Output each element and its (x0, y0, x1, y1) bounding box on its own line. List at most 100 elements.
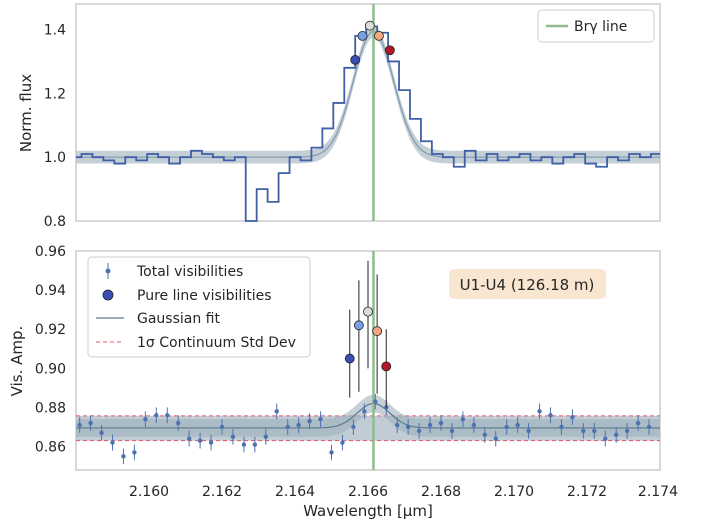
flux-step-line (76, 25, 660, 222)
total-vis-point (581, 428, 586, 434)
total-vis-point (263, 434, 268, 439)
total-vis-point (373, 399, 378, 404)
flux-marker (384, 45, 395, 56)
total-vis-point (449, 428, 455, 434)
flux-y-tick-label: 1.4 (44, 23, 66, 39)
flux-markers (350, 20, 395, 65)
flux-marker (357, 31, 368, 41)
vis-y-tick-label: 0.90 (35, 361, 66, 377)
legend-total-label: Total visibilities (136, 264, 243, 280)
total-vis-point (154, 413, 159, 418)
total-vis-point (296, 422, 301, 428)
vis-legend-box (87, 256, 311, 358)
total-vis-point (197, 438, 203, 443)
vis-x-label: Wavelength [μm] (303, 502, 433, 520)
total-vis-point (307, 418, 312, 424)
total-vis-point (559, 424, 564, 430)
total-vis-point (416, 428, 422, 434)
flux-y-tick-label: 1.2 (44, 86, 66, 102)
vis-y-tick-label: 0.86 (35, 440, 66, 456)
total-vis-point (526, 428, 531, 434)
pure-vis-point (353, 320, 364, 331)
total-vis-point (570, 415, 575, 420)
vis-x-ticks: 2.160 2.162 2.164 2.166 2.168 2.170 2.172 2.174 (129, 484, 678, 500)
vis-x-tick-label: 2.164 (275, 484, 315, 500)
vis-legend: Total visibilities Pure line visibilitie… (87, 256, 311, 358)
total-vis-point (165, 413, 170, 418)
pure-vis-point (381, 361, 392, 372)
total-vis-point (460, 416, 466, 422)
total-vis-point (241, 442, 247, 447)
total-vis-point (646, 424, 652, 430)
total-vis-point (99, 430, 104, 436)
vis-y-tick-label: 0.92 (35, 322, 66, 338)
total-vis-point (405, 424, 411, 430)
legend-pure-label: Pure line visibilities (137, 288, 272, 304)
total-vis-point (88, 420, 93, 426)
vis-y-ticks: 0.86 0.88 0.90 0.92 0.94 0.96 (35, 244, 66, 456)
vis-y-tick-label: 0.88 (35, 400, 66, 416)
total-vis-point (427, 422, 433, 428)
total-vis-point (351, 424, 356, 430)
legend-std-label: 1σ Continuum Std Dev (137, 335, 296, 351)
total-vis-point (504, 424, 509, 430)
vis-y-tick-label: 0.96 (35, 244, 66, 260)
vis-y-label: Vis. Amp. (8, 326, 26, 397)
pure-vis-point (344, 353, 355, 364)
total-vis-point (77, 422, 82, 428)
total-vis-point (230, 434, 236, 439)
legend-gauss-label: Gaussian fit (137, 311, 220, 327)
total-vis-point (493, 436, 498, 441)
legend-total-swatch (105, 268, 111, 274)
vis-x-tick-label: 2.170 (494, 484, 534, 500)
total-vis-point (395, 422, 400, 428)
total-vis-point (438, 420, 444, 426)
total-vis-point (624, 428, 630, 434)
flux-y-tick-label: 0.8 (44, 214, 66, 230)
flux-legend-box (537, 9, 655, 43)
vis-y-tick-label: 0.94 (35, 283, 66, 299)
vis-x-tick-label: 2.174 (638, 484, 678, 500)
total-vis-point (132, 450, 137, 455)
total-vis-point (537, 409, 542, 414)
flux-marker (364, 20, 375, 31)
flux-spectrum (76, 25, 660, 222)
total-vis-point (274, 409, 279, 414)
annotation-text: U1-U4 (126.18 m) (460, 276, 595, 294)
flux-legend: Brγ line (537, 9, 655, 43)
flux-panel: 0.8 1.0 1.2 1.4 Norm. flux Brγ line (17, 3, 661, 230)
pure-line-visibilities (344, 260, 392, 408)
vis-x-tick-label: 2.160 (129, 484, 169, 500)
flux-marker (374, 31, 384, 41)
flux-y-tick-label: 1.0 (44, 150, 66, 166)
total-vis-point (219, 424, 225, 430)
total-vis-point (471, 422, 477, 428)
pure-vis-point (372, 326, 383, 337)
total-vis-point (614, 432, 619, 438)
total-vis-point (186, 436, 192, 441)
total-vis-point (208, 440, 214, 445)
flux-y-label: Norm. flux (17, 74, 35, 152)
vis-x-tick-label: 2.172 (567, 484, 607, 500)
flux-marker (350, 54, 361, 65)
total-vis-point (340, 440, 345, 445)
vis-annotation: U1-U4 (126.18 m) (449, 269, 606, 299)
total-vis-point (252, 442, 258, 447)
total-vis-point (143, 416, 148, 422)
total-vis-point (362, 409, 367, 414)
flux-y-ticks: 0.8 1.0 1.2 1.4 (44, 23, 66, 230)
total-vis-point (176, 420, 181, 426)
total-vis-point (482, 432, 487, 438)
pure-vis-point (363, 306, 373, 317)
visibility-panel: 0.86 0.88 0.90 0.92 0.94 0.96 2.160 2.162 2.164… (8, 244, 678, 520)
total-vis-point (603, 436, 608, 441)
total-visibilities (77, 393, 652, 465)
total-vis-point (635, 420, 641, 426)
total-vis-point (110, 440, 115, 445)
total-vis-point (318, 416, 323, 422)
vis-x-tick-label: 2.168 (421, 484, 461, 500)
total-vis-point (285, 424, 290, 430)
legend-pure-swatch (102, 289, 114, 301)
total-vis-point (329, 450, 334, 455)
